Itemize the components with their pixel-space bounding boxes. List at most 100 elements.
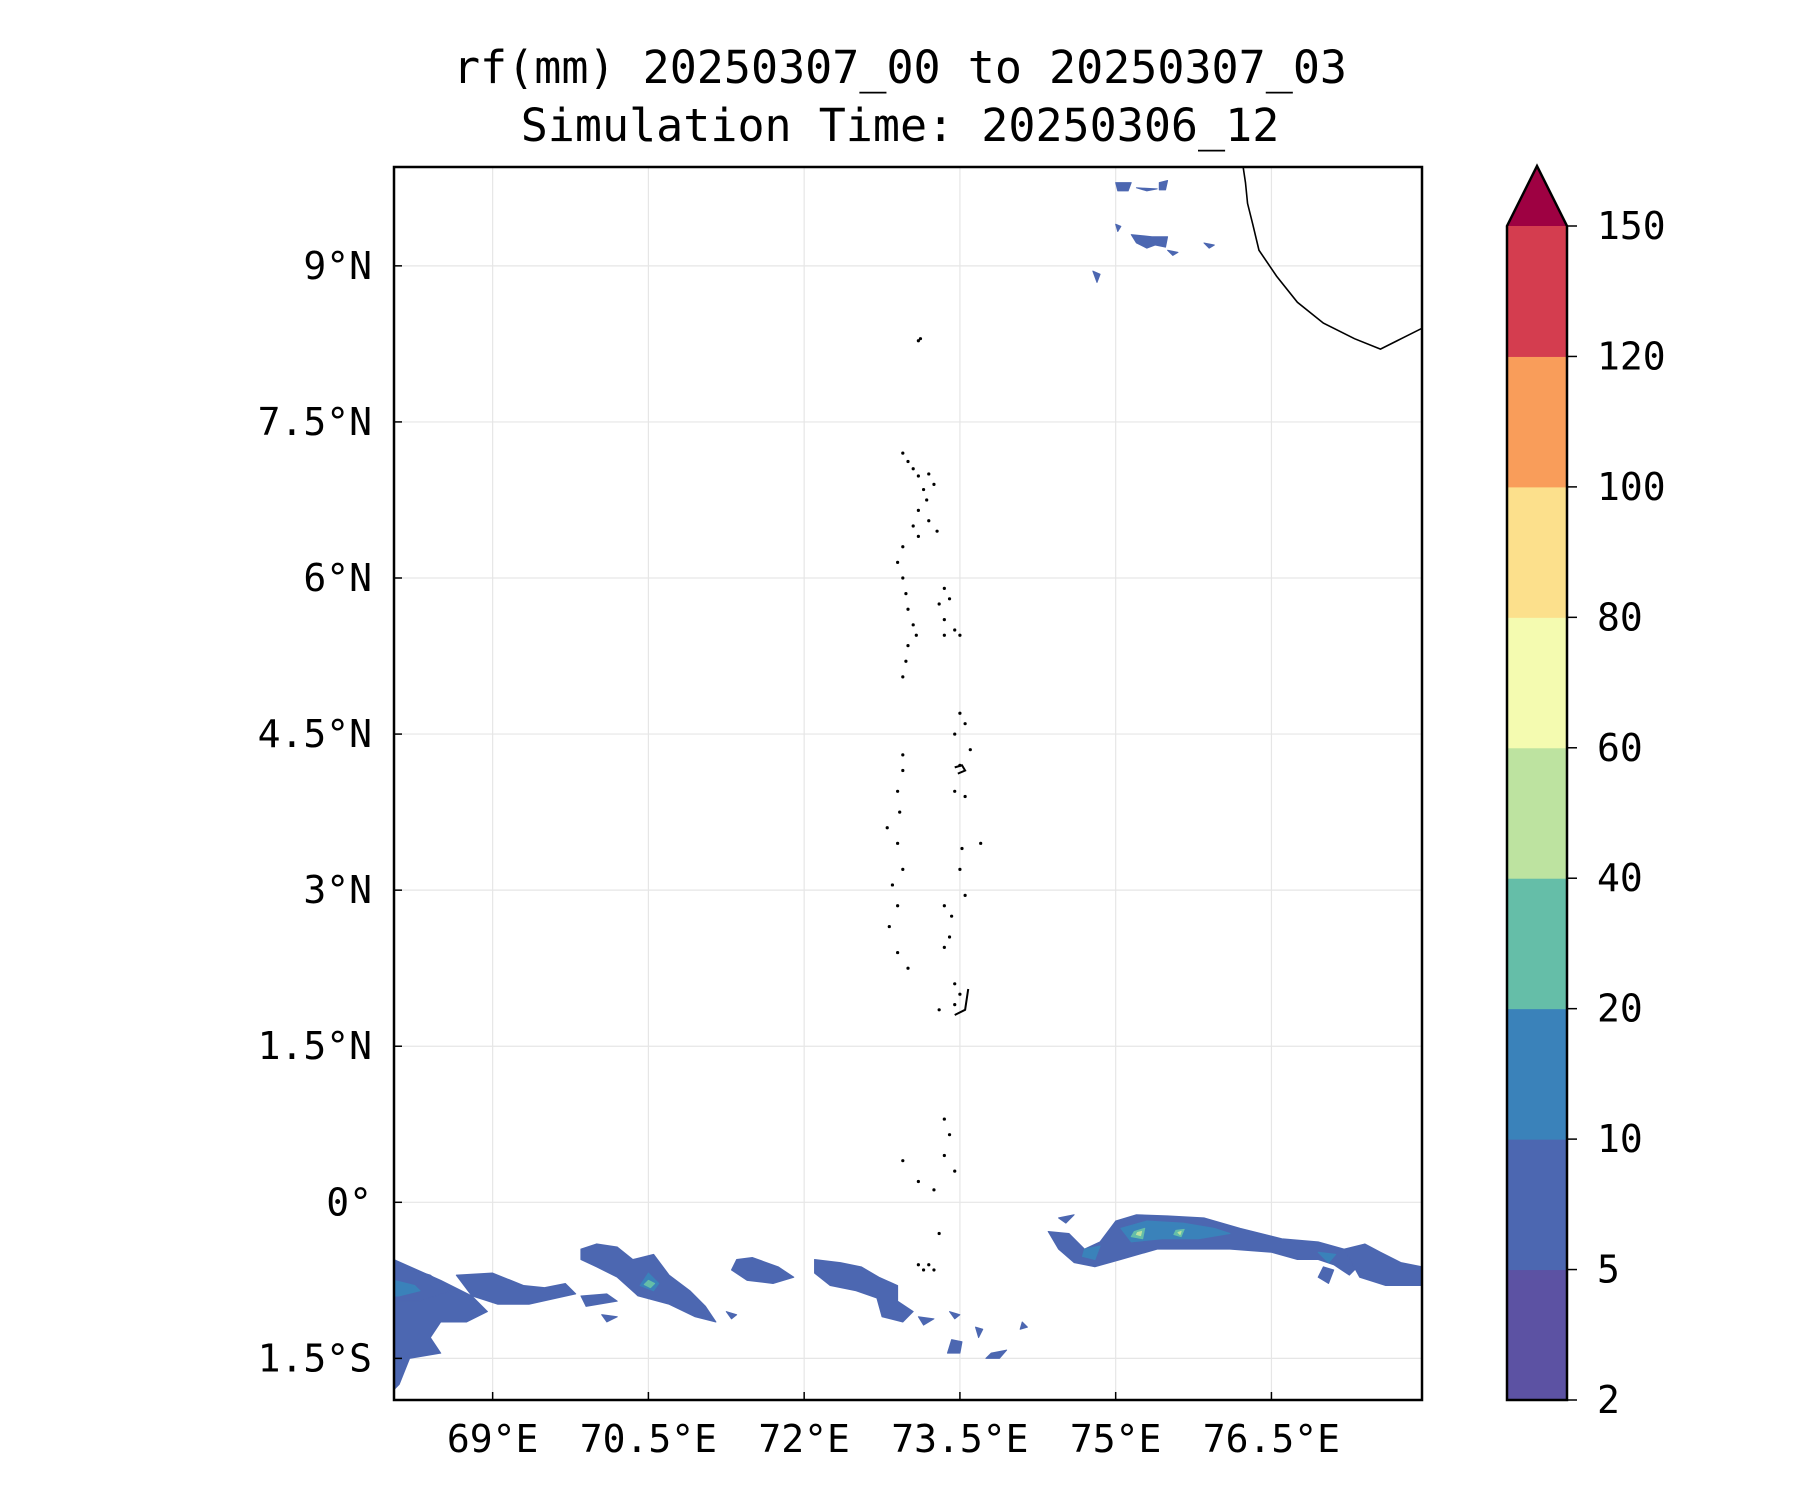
y-tick-label: 9°N — [303, 244, 372, 288]
colorbar-segment — [1507, 226, 1567, 357]
island — [927, 519, 931, 523]
island — [906, 966, 910, 970]
colorbar-tick-label: 2 — [1597, 1378, 1620, 1422]
rainfall-region — [946, 1339, 963, 1354]
colorbar-tick-label: 60 — [1597, 726, 1643, 770]
rainfall-region — [1167, 249, 1179, 256]
island — [942, 904, 946, 908]
island — [968, 748, 972, 752]
y-tick-label: 1.5°S — [258, 1336, 372, 1380]
island — [925, 498, 929, 502]
island — [947, 597, 952, 601]
colorbar: 2 5 10 20 40 60 80 100 120 150 — [1505, 163, 1666, 1422]
island — [901, 867, 905, 871]
colorbar-extend-arrow — [1507, 166, 1567, 226]
island — [963, 893, 967, 897]
rainfall-region — [1130, 234, 1169, 249]
rainfall-region — [1317, 1266, 1335, 1284]
rainfall-region — [974, 1326, 984, 1339]
island — [918, 337, 923, 341]
island — [953, 732, 957, 736]
island — [937, 1231, 941, 1236]
rainfall-region — [917, 1316, 935, 1326]
island — [916, 1179, 920, 1184]
island — [901, 768, 905, 773]
island — [901, 545, 905, 549]
coastline — [1242, 167, 1422, 350]
colorbar-tick-label: 100 — [1597, 465, 1666, 509]
rainfall-region — [730, 1256, 795, 1284]
rainfall-region — [394, 1279, 421, 1297]
rainfall-region — [1081, 1245, 1101, 1261]
island — [942, 1153, 946, 1158]
colorbar-segment — [1507, 1139, 1567, 1271]
island — [906, 644, 910, 648]
y-tick-label: 6°N — [303, 556, 372, 600]
x-tick-label: 76.5°E — [1203, 1417, 1340, 1461]
island — [947, 935, 952, 939]
rainfall-region — [985, 1349, 1008, 1359]
island — [937, 602, 941, 606]
x-axis-ticks: 69°E 70.5°E 72°E 73.5°E 75°E 76.5°E — [447, 1392, 1340, 1461]
island — [958, 763, 962, 767]
rainfall-region — [1177, 1230, 1182, 1236]
map-frame — [392, 165, 1424, 1402]
island — [958, 711, 962, 715]
island — [901, 576, 905, 580]
colorbar-tick-label: 40 — [1597, 856, 1643, 900]
rainfall-region — [1092, 270, 1101, 283]
gridlines — [394, 167, 1422, 1400]
island — [896, 841, 900, 845]
island — [927, 472, 931, 476]
island — [963, 794, 967, 799]
island — [916, 339, 920, 343]
island — [901, 451, 905, 455]
island — [942, 586, 946, 591]
island — [953, 789, 957, 793]
island — [901, 1159, 905, 1163]
island — [890, 883, 895, 887]
rainfall-region — [1019, 1321, 1028, 1330]
colorbar-segment — [1507, 356, 1567, 488]
island — [896, 904, 900, 908]
y-tick-label: 3°N — [303, 868, 372, 912]
y-tick-label: 1.5°N — [258, 1024, 372, 1068]
rainfall-region — [1317, 1251, 1337, 1264]
island — [887, 924, 891, 929]
rainfall-region — [455, 1272, 577, 1305]
chart-title: rf(mm) 20250307_00 to 20250307_03 — [452, 41, 1348, 94]
island — [916, 534, 920, 538]
island — [896, 950, 900, 955]
colorbar-tick-label: 150 — [1597, 204, 1666, 248]
island — [911, 467, 915, 471]
island — [901, 753, 905, 757]
island — [916, 508, 920, 512]
island — [906, 607, 910, 611]
island — [911, 524, 915, 528]
island — [927, 1263, 931, 1267]
island — [932, 482, 936, 486]
rainfall-region — [580, 1293, 618, 1307]
rainfall-region — [1135, 187, 1158, 192]
island — [906, 459, 910, 464]
island — [958, 867, 962, 871]
island-group — [954, 988, 970, 1016]
rainfall-region — [949, 1311, 961, 1320]
island — [921, 487, 926, 492]
rainfall-region — [1158, 180, 1169, 191]
chart-subtitle: Simulation Time: 20250306_12 — [520, 99, 1280, 152]
island-group — [954, 764, 967, 775]
y-axis-ticks: 1.5°S 0° 1.5°N 3°N 4.5°N 6°N 7.5°N 9°N — [258, 244, 402, 1380]
island — [963, 722, 967, 726]
y-tick-label: 4.5°N — [258, 712, 372, 756]
rainfall-region — [1047, 1214, 1361, 1276]
colorbar-segment — [1507, 486, 1567, 618]
colorbar-segment — [1507, 617, 1567, 749]
colorbar-segment — [1507, 878, 1567, 1010]
colorbar-segment — [1507, 1269, 1567, 1401]
island — [916, 1263, 920, 1267]
island — [914, 633, 918, 637]
colorbar-tick-label: 20 — [1597, 987, 1643, 1031]
x-tick-label: 70.5°E — [580, 1417, 717, 1461]
